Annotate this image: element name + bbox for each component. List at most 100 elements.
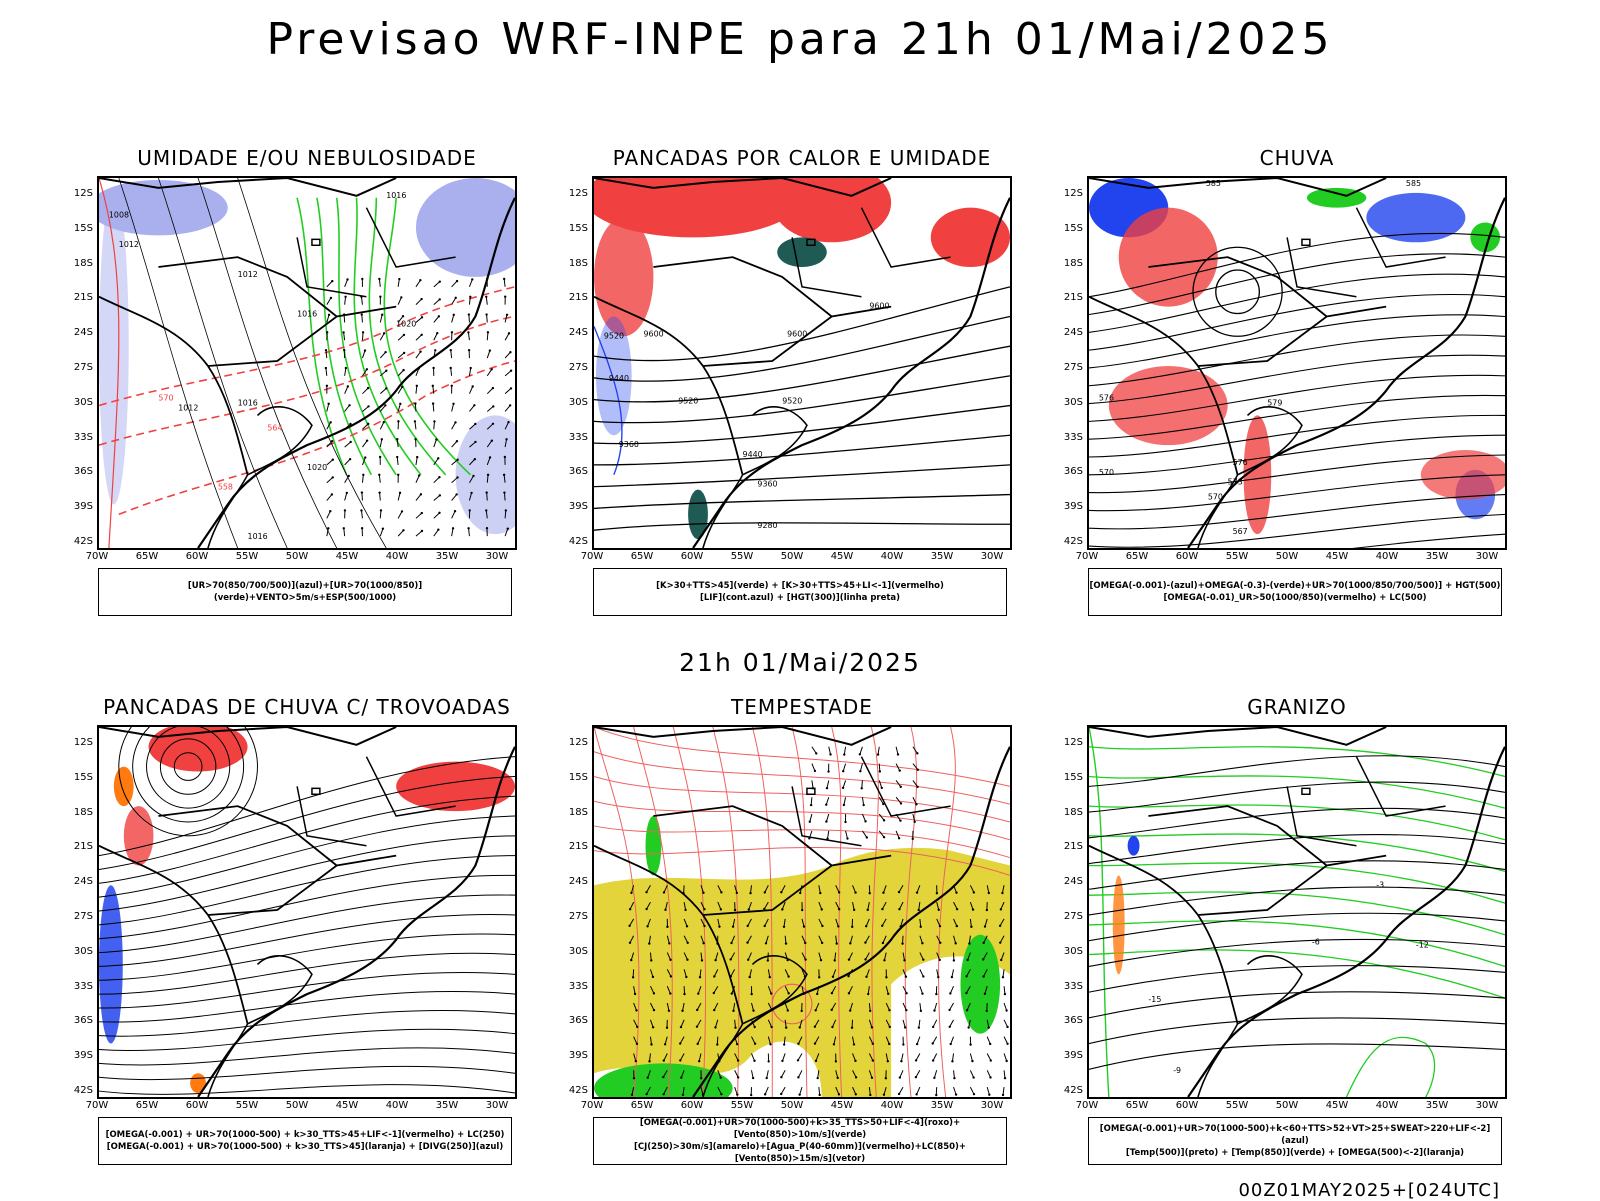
wind-vector-head xyxy=(679,1042,681,1044)
wind-vector-head xyxy=(916,891,918,893)
latitude-label: 39S xyxy=(1059,501,1083,512)
wind-vector xyxy=(879,764,880,772)
state-border xyxy=(861,757,950,816)
wind-vector-head xyxy=(633,1077,635,1079)
wind-vector-head xyxy=(396,456,398,458)
wind-vector xyxy=(468,332,469,340)
wind-vector-head xyxy=(815,752,817,754)
wind-vector-head xyxy=(416,385,418,387)
wind-vector-head xyxy=(630,892,632,894)
wind-vector-head xyxy=(487,474,489,476)
wind-vector-head xyxy=(939,925,941,927)
longitude-label: 65W xyxy=(132,1100,162,1111)
wind-vector-head xyxy=(453,314,455,316)
wind-vector-head xyxy=(345,367,347,369)
wind-vector-head xyxy=(1002,976,1004,978)
wind-vector xyxy=(950,1003,954,1010)
longitude-label: 60W xyxy=(677,551,707,562)
wind-vector xyxy=(452,298,456,305)
wind-vector-head xyxy=(799,1026,801,1028)
wind-vector-head xyxy=(847,975,849,977)
legend-line: [LIF](cont.azul) + [HGT(300)](linha pret… xyxy=(594,592,1006,604)
wind-vector-head xyxy=(470,492,472,494)
wind-vector xyxy=(398,279,399,287)
wind-vector-head xyxy=(754,1043,756,1045)
wind-vector-head xyxy=(698,1060,700,1062)
wind-vector-head xyxy=(970,926,972,928)
wind-vector-head xyxy=(491,368,493,370)
wind-vector xyxy=(327,298,331,305)
wind-vector xyxy=(327,404,329,412)
map-p6: -3-6-12-15-9 xyxy=(1087,725,1507,1099)
temperature-850-contour xyxy=(1089,863,1505,903)
contour-label: 1012 xyxy=(119,240,139,249)
latitude-label: 36S xyxy=(1059,466,1083,477)
wind-vector-head xyxy=(670,975,672,977)
streamline-850 xyxy=(594,752,1010,804)
wind-vector-head xyxy=(898,908,900,910)
wind-vector-head xyxy=(421,334,423,336)
wind-vector-head xyxy=(855,1076,857,1078)
wind-vector-head xyxy=(953,959,955,961)
wind-vector xyxy=(434,477,440,483)
legend-line: [UR>70(850/700/500)](azul)+[UR>70(1000/8… xyxy=(99,580,511,604)
wind-vector xyxy=(879,831,884,837)
wind-vector-head xyxy=(769,1043,771,1045)
wind-vector-head xyxy=(385,370,387,372)
latitude-label: 18S xyxy=(1059,807,1083,818)
wind-vector-head xyxy=(367,387,369,389)
legend-p3: [OMEGA(-0.001)-(azul)+OMEGA(-0.3)-(verde… xyxy=(1088,568,1502,616)
wind-vector-head xyxy=(736,892,738,894)
wind-vector-head xyxy=(972,1076,974,1078)
wind-vector-head xyxy=(401,510,403,512)
wind-vector xyxy=(950,986,953,993)
wind-vector-head xyxy=(848,958,850,960)
wind-vector xyxy=(810,814,812,822)
longitude-label: 30W xyxy=(482,551,512,562)
wind-vector-head xyxy=(877,753,879,755)
wind-vector-head xyxy=(628,925,630,927)
wind-vector-head xyxy=(645,891,647,893)
wind-vector-head xyxy=(827,770,829,772)
wind-vector-head xyxy=(636,1043,638,1045)
wind-vector xyxy=(1003,1087,1004,1095)
wind-vector-head xyxy=(932,1026,934,1028)
wind-vector-head xyxy=(397,474,399,476)
latitude-label: 30S xyxy=(1059,946,1083,957)
wind-vector-head xyxy=(749,892,751,894)
country-border xyxy=(1089,846,1238,1024)
wind-vector-head xyxy=(764,925,766,927)
wind-vector-head xyxy=(421,512,423,514)
latitude-label: 30S xyxy=(564,946,588,957)
wind-vector-head xyxy=(456,280,458,282)
wind-vector-head xyxy=(838,891,840,893)
latitude-label: 12S xyxy=(564,737,588,748)
wind-vector-head xyxy=(439,494,441,496)
wind-vector-head xyxy=(699,976,701,978)
thickness-contour xyxy=(99,287,515,406)
wind-vector-head xyxy=(915,803,917,805)
wind-vector-head xyxy=(420,493,422,495)
wind-vector xyxy=(345,493,347,501)
contour-label: 1016 xyxy=(238,399,258,408)
wind-vector-head xyxy=(905,1009,907,1011)
wind-vector-head xyxy=(817,1077,819,1079)
wind-vector-head xyxy=(343,349,345,351)
wind-vector-head xyxy=(837,925,839,927)
contour-label: 1012 xyxy=(238,270,258,279)
wind-vector-head xyxy=(468,509,470,511)
longitude-label: 55W xyxy=(1222,551,1252,562)
longitude-label: 45W xyxy=(332,1100,362,1111)
wind-vector-head xyxy=(820,959,822,961)
wind-vector-head xyxy=(663,891,665,893)
wind-vector-head xyxy=(781,908,783,910)
latitude-label: 15S xyxy=(1059,772,1083,783)
contour-label: 564 xyxy=(267,423,282,432)
wind-vector-head xyxy=(838,908,840,910)
wind-vector xyxy=(434,282,440,287)
contour-label: 1012 xyxy=(178,403,198,412)
wind-vector xyxy=(362,388,368,394)
wind-vector-head xyxy=(1004,1077,1006,1079)
wind-vector-head xyxy=(362,331,364,333)
